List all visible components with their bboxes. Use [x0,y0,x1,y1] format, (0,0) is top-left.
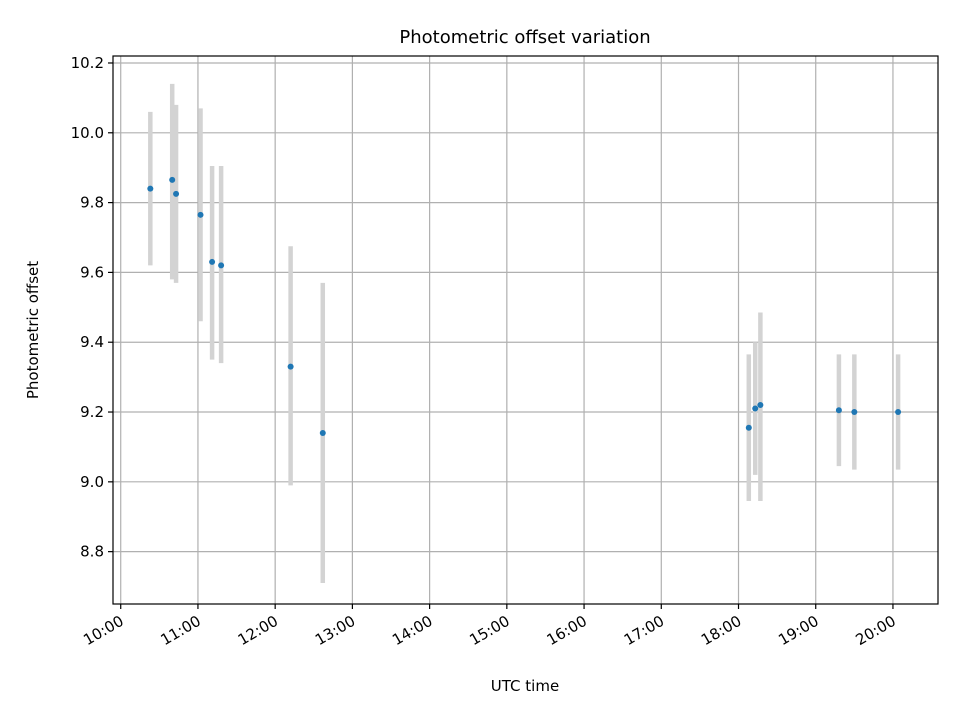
x-axis-ticks: 10:00 11:00 12:00 13:00 14:00 15:00 16:00 17:00… [80,604,899,649]
data-point [218,262,225,269]
y-tick-label: 9.6 [80,263,104,281]
x-tick-label: 20:00 [853,612,899,649]
x-axis-label: UTC time [491,677,559,695]
y-axis-label: Photometric offset [24,261,42,399]
y-tick-label: 8.8 [80,543,104,561]
data-point [287,363,294,370]
data-point [757,402,764,409]
data-point [169,176,176,183]
data-point [197,211,204,218]
data-point [835,407,842,414]
y-tick-label: 9.4 [80,333,104,351]
x-tick-label: 16:00 [544,612,590,649]
grid-lines [113,56,938,604]
data-point [752,405,759,412]
y-tick-label: 9.8 [80,194,104,212]
data-point [147,185,154,192]
data-point [209,258,216,265]
data-point [173,190,180,197]
x-tick-label: 13:00 [312,612,358,649]
x-tick-label: 14:00 [389,612,435,649]
y-tick-label: 10.2 [71,54,104,72]
error-bars [148,83,901,584]
x-tick-label: 19:00 [775,612,821,649]
y-tick-label: 10.0 [71,124,104,142]
plot-frame [112,55,939,605]
x-tick-label: 15:00 [466,612,512,649]
data-point [319,429,326,436]
x-tick-label: 18:00 [698,612,744,649]
y-tick-label: 9.0 [80,473,104,491]
x-tick-label: 17:00 [621,612,667,649]
y-axis-ticks: 8.8 9.0 9.2 9.4 9.6 9.8 10.0 10.2 [71,54,113,561]
x-tick-label: 12:00 [235,612,281,649]
x-tick-label: 10:00 [80,612,126,649]
y-tick-label: 9.2 [80,403,104,421]
data-point [851,409,858,416]
x-tick-label: 11:00 [158,612,204,649]
data-points [147,176,902,436]
data-point [745,424,752,431]
chart-title: Photometric offset variation [399,27,650,48]
data-point [895,409,902,416]
